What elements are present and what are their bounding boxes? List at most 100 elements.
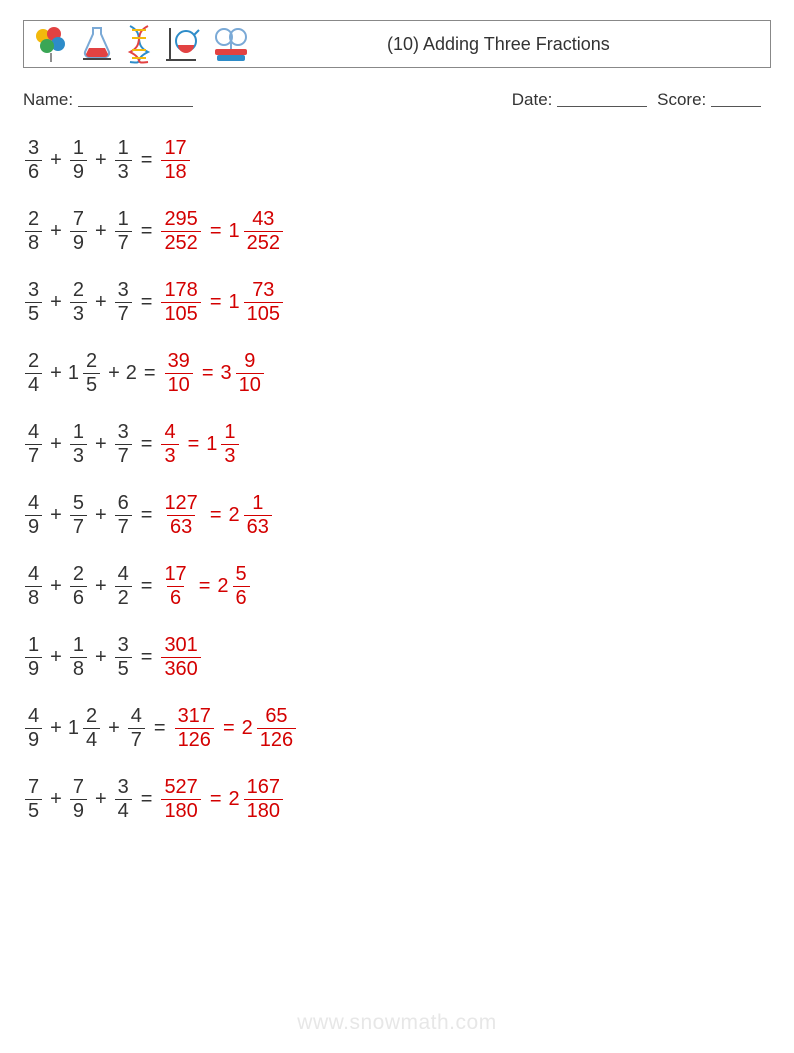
whole-part: 2 xyxy=(242,717,253,740)
books-icon xyxy=(212,25,252,63)
worksheet-header: (10) Adding Three Fractions xyxy=(23,20,771,68)
problem-row: 49+124+47=317126=265126 xyxy=(23,706,771,751)
denominator: 8 xyxy=(25,231,42,254)
fraction: 47 xyxy=(128,706,145,751)
balloons-icon xyxy=(34,25,68,63)
numerator: 4 xyxy=(25,706,42,728)
denominator: 7 xyxy=(115,444,132,467)
answer: 317126=265126 xyxy=(173,706,299,751)
date-blank[interactable] xyxy=(557,94,647,107)
equals-sign: = xyxy=(141,220,153,243)
fraction: 25 xyxy=(83,351,100,396)
fraction: 163 xyxy=(244,493,272,538)
whole-part: 2 xyxy=(229,788,240,811)
denominator: 8 xyxy=(25,586,42,609)
problem-row: 24+125+2=3910=3910 xyxy=(23,351,771,396)
numerator: 1 xyxy=(249,493,266,515)
numerator: 43 xyxy=(249,209,277,231)
denominator: 2 xyxy=(115,586,132,609)
denominator: 9 xyxy=(25,657,42,680)
name-blank[interactable] xyxy=(78,94,193,107)
denominator: 9 xyxy=(70,160,87,183)
denominator: 7 xyxy=(115,515,132,538)
plus-operator: + xyxy=(95,788,107,811)
problem-row: 75+79+34=527180=2167180 xyxy=(23,777,771,822)
equals-sign: = xyxy=(223,717,235,740)
numerator: 65 xyxy=(262,706,290,728)
retort-icon xyxy=(164,24,200,64)
numerator: 3 xyxy=(115,777,132,799)
plus-operator: + xyxy=(95,575,107,598)
fraction: 17 xyxy=(115,209,132,254)
date-label: Date: xyxy=(512,90,553,109)
fraction: 73105 xyxy=(244,280,283,325)
equals-sign: = xyxy=(210,291,222,314)
numerator: 2 xyxy=(70,280,87,302)
equals-sign: = xyxy=(154,717,166,740)
fraction: 23 xyxy=(70,280,87,325)
fraction: 36 xyxy=(25,138,42,183)
fraction: 527180 xyxy=(161,777,200,822)
score-blank[interactable] xyxy=(711,94,761,107)
answer: 527180=2167180 xyxy=(159,777,285,822)
plus-operator: + xyxy=(108,362,120,385)
fraction: 26 xyxy=(70,564,87,609)
denominator: 6 xyxy=(233,586,250,609)
denominator: 9 xyxy=(25,515,42,538)
denominator: 3 xyxy=(161,444,178,467)
numerator: 5 xyxy=(233,564,250,586)
equals-sign: = xyxy=(141,646,153,669)
denominator: 5 xyxy=(25,799,42,822)
fraction: 24 xyxy=(83,706,100,751)
denominator: 180 xyxy=(244,799,283,822)
plus-operator: + xyxy=(95,220,107,243)
score-label: Score: xyxy=(657,90,706,109)
fraction: 67 xyxy=(115,493,132,538)
fraction: 19 xyxy=(25,635,42,680)
whole-part: 1 xyxy=(68,362,79,385)
numerator: 2 xyxy=(83,351,100,373)
numerator: 1 xyxy=(115,209,132,231)
numerator: 17 xyxy=(161,564,189,586)
numerator: 73 xyxy=(249,280,277,302)
whole-part: 2 xyxy=(229,504,240,527)
numerator: 7 xyxy=(70,209,87,231)
fraction: 75 xyxy=(25,777,42,822)
answer: 1718 xyxy=(159,138,191,183)
denominator: 3 xyxy=(70,302,87,325)
numerator: 1 xyxy=(115,138,132,160)
fraction: 43252 xyxy=(244,209,283,254)
fraction: 49 xyxy=(25,706,42,751)
fraction: 13 xyxy=(70,422,87,467)
denominator: 105 xyxy=(161,302,200,325)
denominator: 7 xyxy=(25,444,42,467)
numerator: 1 xyxy=(70,422,87,444)
problem-list: 36+19+13=171828+79+17=295252=14325235+23… xyxy=(23,138,771,822)
numerator: 4 xyxy=(115,564,132,586)
plus-operator: + xyxy=(95,646,107,669)
score-field: Score: xyxy=(657,90,761,110)
denominator: 4 xyxy=(25,373,42,396)
meta-row: Name: Date: Score: xyxy=(23,90,771,110)
numerator: 295 xyxy=(161,209,200,231)
denominator: 3 xyxy=(70,444,87,467)
denominator: 5 xyxy=(25,302,42,325)
denominator: 9 xyxy=(25,728,42,751)
denominator: 4 xyxy=(83,728,100,751)
denominator: 360 xyxy=(161,657,200,680)
denominator: 126 xyxy=(257,728,296,751)
fraction: 178105 xyxy=(161,280,200,325)
fraction: 317126 xyxy=(175,706,214,751)
fraction: 49 xyxy=(25,493,42,538)
numerator: 1 xyxy=(221,422,238,444)
plus-operator: + xyxy=(50,220,62,243)
denominator: 126 xyxy=(175,728,214,751)
fraction: 3910 xyxy=(165,351,193,396)
numerator: 1 xyxy=(70,635,87,657)
date-field: Date: xyxy=(512,90,647,110)
denominator: 7 xyxy=(115,302,132,325)
problem-row: 47+13+37=43=113 xyxy=(23,422,771,467)
numerator: 4 xyxy=(128,706,145,728)
denominator: 105 xyxy=(244,302,283,325)
problem-row: 36+19+13=1718 xyxy=(23,138,771,183)
